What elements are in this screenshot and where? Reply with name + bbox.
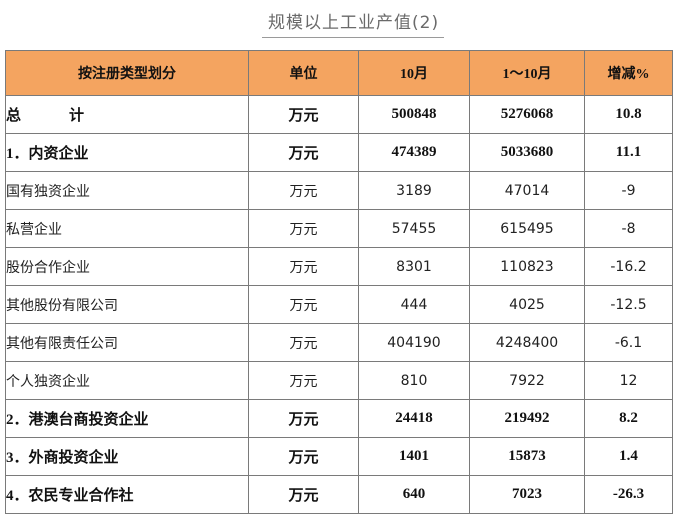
cell-unit: 万元 xyxy=(248,437,359,476)
table-row: 其他股份有限公司 万元 444 4025 -12.5 xyxy=(5,285,673,324)
cell-change: -12.5 xyxy=(584,285,673,324)
cell-unit: 万元 xyxy=(248,133,359,172)
cell-unit: 万元 xyxy=(248,209,359,248)
cell-jan-oct: 219492 xyxy=(469,399,585,438)
cell-unit: 万元 xyxy=(248,95,359,134)
row-label: 2．港澳台商投资企业 xyxy=(5,399,249,438)
cell-change: 10.8 xyxy=(584,95,673,134)
cell-unit: 万元 xyxy=(248,361,359,400)
table-header-row: 按注册类型划分 单位 10月 1～10月 增减% xyxy=(5,50,673,96)
cell-october: 500848 xyxy=(358,95,470,134)
header-change: 增减% xyxy=(584,50,673,96)
cell-jan-oct: 5033680 xyxy=(469,133,585,172)
cell-jan-oct: 5276068 xyxy=(469,95,585,134)
cell-jan-oct: 4025 xyxy=(469,285,585,324)
cell-unit: 万元 xyxy=(248,171,359,210)
cell-october: 474389 xyxy=(358,133,470,172)
row-label: 总计 xyxy=(5,95,249,134)
row-label-part: 计 xyxy=(69,108,85,124)
cell-change: 8.2 xyxy=(584,399,673,438)
page-title: 规模以上工业产值(2) xyxy=(268,13,440,33)
cell-october: 8301 xyxy=(358,247,470,286)
output-value-table: 按注册类型划分 单位 10月 1～10月 增减% 总计 万元 500848 52… xyxy=(5,50,673,514)
row-label: 3．外商投资企业 xyxy=(5,437,249,476)
cell-october: 640 xyxy=(358,475,470,514)
cell-change: 11.1 xyxy=(584,133,673,172)
table-row: 总计 万元 500848 5276068 10.8 xyxy=(5,95,673,134)
cell-change: 12 xyxy=(584,361,673,400)
cell-unit: 万元 xyxy=(248,399,359,438)
cell-october: 3189 xyxy=(358,171,470,210)
cell-unit: 万元 xyxy=(248,323,359,362)
cell-jan-oct: 615495 xyxy=(469,209,585,248)
row-label: 国有独资企业 xyxy=(5,171,249,210)
cell-october: 1401 xyxy=(358,437,470,476)
header-category: 按注册类型划分 xyxy=(5,50,249,96)
cell-jan-oct: 4248400 xyxy=(469,323,585,362)
cell-jan-oct: 15873 xyxy=(469,437,585,476)
cell-jan-oct: 7023 xyxy=(469,475,585,514)
title-area: 规模以上工业产值(2) xyxy=(0,0,681,44)
cell-unit: 万元 xyxy=(248,475,359,514)
row-label: 股份合作企业 xyxy=(5,247,249,286)
cell-jan-oct: 7922 xyxy=(469,361,585,400)
table-row: 国有独资企业 万元 3189 47014 -9 xyxy=(5,171,673,210)
cell-unit: 万元 xyxy=(248,285,359,324)
table-row: 个人独资企业 万元 810 7922 12 xyxy=(5,361,673,400)
cell-october: 404190 xyxy=(358,323,470,362)
table-row: 4．农民专业合作社 万元 640 7023 -26.3 xyxy=(5,475,673,514)
cell-october: 444 xyxy=(358,285,470,324)
cell-change: -6.1 xyxy=(584,323,673,362)
cell-change: -8 xyxy=(584,209,673,248)
cell-change: -9 xyxy=(584,171,673,210)
cell-change: -16.2 xyxy=(584,247,673,286)
table-row: 3．外商投资企业 万元 1401 15873 1.4 xyxy=(5,437,673,476)
cell-october: 24418 xyxy=(358,399,470,438)
cell-jan-oct: 47014 xyxy=(469,171,585,210)
table-row: 其他有限责任公司 万元 404190 4248400 -6.1 xyxy=(5,323,673,362)
cell-october: 810 xyxy=(358,361,470,400)
table-row: 股份合作企业 万元 8301 110823 -16.2 xyxy=(5,247,673,286)
row-label: 其他股份有限公司 xyxy=(5,285,249,324)
header-unit: 单位 xyxy=(248,50,359,96)
table-row: 私营企业 万元 57455 615495 -8 xyxy=(5,209,673,248)
cell-change: -26.3 xyxy=(584,475,673,514)
cell-october: 57455 xyxy=(358,209,470,248)
row-label: 私营企业 xyxy=(5,209,249,248)
cell-change: 1.4 xyxy=(584,437,673,476)
table-row: 1．内资企业 万元 474389 5033680 11.1 xyxy=(5,133,673,172)
cell-unit: 万元 xyxy=(248,247,359,286)
header-jan-oct: 1～10月 xyxy=(469,50,585,96)
cell-jan-oct: 110823 xyxy=(469,247,585,286)
row-label: 4．农民专业合作社 xyxy=(5,475,249,514)
row-label: 个人独资企业 xyxy=(5,361,249,400)
row-label: 1．内资企业 xyxy=(5,133,249,172)
header-october: 10月 xyxy=(358,50,470,96)
table-row: 2．港澳台商投资企业 万元 24418 219492 8.2 xyxy=(5,399,673,438)
row-label: 其他有限责任公司 xyxy=(5,323,249,362)
row-label-part: 总 xyxy=(6,108,22,124)
title-underline xyxy=(262,37,444,38)
